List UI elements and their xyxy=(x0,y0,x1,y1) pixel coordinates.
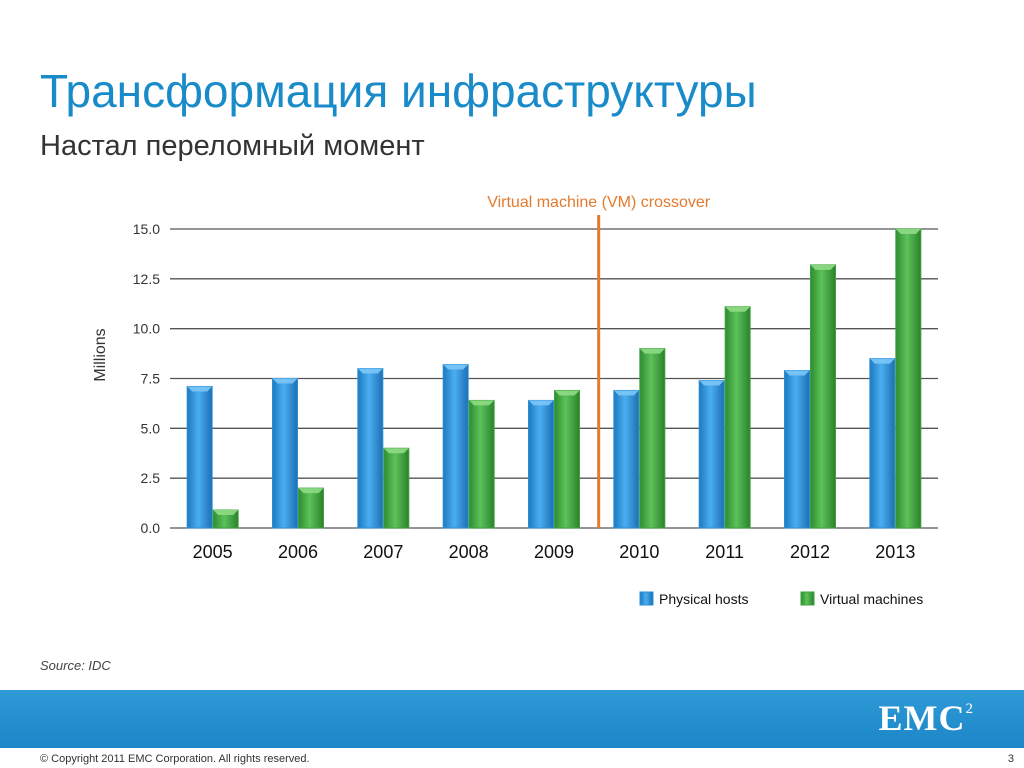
crossover-label: Virtual machine (VM) crossover xyxy=(487,194,711,211)
y-tick-label: 0.0 xyxy=(141,520,161,536)
bar-physical-2012 xyxy=(784,370,810,529)
legend-label-physical: Physical hosts xyxy=(659,591,748,607)
bar-virtual-2009-cap xyxy=(554,390,580,396)
x-tick-label: 2008 xyxy=(449,542,489,562)
bar-virtual-2007 xyxy=(383,447,410,529)
bar-virtual-2010 xyxy=(639,348,666,529)
bar-physical-2008 xyxy=(442,364,469,529)
y-tick-label: 7.5 xyxy=(141,371,161,387)
logo-text: EMC xyxy=(878,698,966,738)
slide-title: Трансформация инфраструктуры xyxy=(40,65,757,117)
legend-swatch-virtual xyxy=(800,591,815,606)
legend-label-virtual: Virtual machines xyxy=(820,591,923,607)
bar-physical-2013-cap xyxy=(869,358,895,364)
bar-virtual-2012 xyxy=(810,264,836,529)
bar-physical-2005 xyxy=(186,385,213,529)
x-tick-label: 2011 xyxy=(705,542,744,562)
bar-virtual-2008 xyxy=(468,399,495,529)
x-tick-label: 2009 xyxy=(534,542,574,562)
bar-virtual-2012-cap xyxy=(810,264,836,270)
bar-physical-2007-cap xyxy=(357,368,383,374)
legend-swatch-physical xyxy=(639,591,654,606)
page-number: 3 xyxy=(1007,753,1014,765)
x-axis-ticks: 2005 2006 2007 2008 2009 2010 2011 2012 2013 xyxy=(193,542,916,562)
y-axis-label: Millions xyxy=(92,328,109,381)
bars xyxy=(186,228,922,529)
y-tick-label: 5.0 xyxy=(141,420,161,436)
bar-physical-2009 xyxy=(528,399,554,529)
footer-band: EMC2 xyxy=(0,690,1024,748)
bar-physical-2011 xyxy=(698,379,725,529)
y-tick-label: 15.0 xyxy=(133,221,160,237)
bar-physical-2011-cap xyxy=(699,380,725,386)
bar-virtual-2013-cap xyxy=(895,229,921,234)
x-tick-label: 2006 xyxy=(278,542,318,562)
y-tick-label: 10.0 xyxy=(133,321,160,337)
y-tick-label: 12.5 xyxy=(133,271,160,287)
x-tick-label: 2005 xyxy=(193,542,233,562)
x-tick-label: 2013 xyxy=(875,542,915,562)
bar-physical-2010 xyxy=(613,389,640,529)
y-axis-ticks: 0.0 2.5 5.0 7.5 10.0 12.5 15.0 xyxy=(133,221,160,536)
x-tick-label: 2010 xyxy=(619,542,659,562)
bar-physical-2005-cap xyxy=(187,386,213,392)
bar-virtual-2013 xyxy=(895,228,922,529)
logo-superscript: 2 xyxy=(965,701,974,717)
legend: Physical hosts Virtual machines xyxy=(639,591,923,607)
bar-virtual-2009 xyxy=(554,389,580,529)
bar-physical-2010-cap xyxy=(613,390,639,396)
bar-physical-2007 xyxy=(357,368,384,529)
emc-logo: EMC2 xyxy=(879,700,975,736)
bar-virtual-2011-cap xyxy=(725,306,751,312)
bar-virtual-2005-cap xyxy=(213,510,239,516)
copyright-text: © Copyright 2011 EMC Corporation. All ri… xyxy=(40,753,310,765)
bar-physical-2009-cap xyxy=(528,400,554,406)
bar-virtual-2007-cap xyxy=(383,448,409,454)
bar-virtual-2010-cap xyxy=(639,348,665,354)
bar-physical-2012-cap xyxy=(784,370,810,376)
y-tick-label: 2.5 xyxy=(141,470,161,486)
x-tick-label: 2012 xyxy=(790,542,830,562)
bar-physical-2008-cap xyxy=(443,364,469,370)
slide-subtitle: Настал переломный момент xyxy=(40,130,425,162)
source-note: Source: IDC xyxy=(40,658,111,673)
bar-physical-2013 xyxy=(869,358,896,529)
bar-virtual-2006 xyxy=(298,487,324,529)
bar-virtual-2006-cap xyxy=(298,488,324,494)
x-tick-label: 2007 xyxy=(363,542,403,562)
bar-physical-2006-cap xyxy=(272,378,298,384)
bar-physical-2006 xyxy=(272,378,298,529)
bar-chart: 0.02.55.07.510.012.515.0 Millions 2005 20… xyxy=(92,194,938,607)
bar-virtual-2008-cap xyxy=(469,400,495,406)
bar-virtual-2011 xyxy=(724,306,751,529)
